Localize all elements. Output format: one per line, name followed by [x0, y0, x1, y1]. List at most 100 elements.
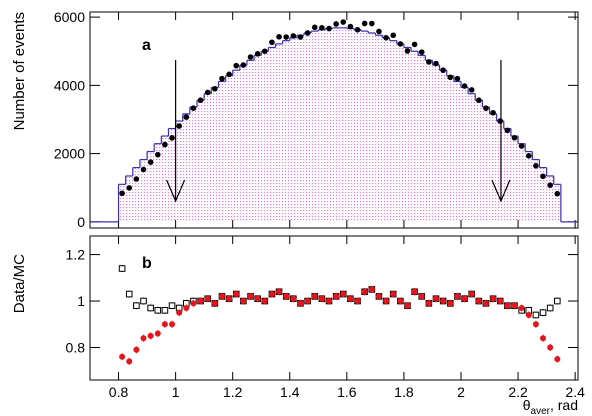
- data-point: [140, 166, 147, 173]
- data-point: [354, 26, 361, 33]
- x-tick-label: 1.8: [394, 384, 414, 400]
- ratio-point: [404, 302, 411, 309]
- data-point: [518, 143, 525, 149]
- ratio-point: [425, 300, 432, 307]
- hist-bin: [539, 167, 547, 222]
- panel-label: b: [142, 255, 152, 272]
- panel: 0.8 1 1.2 0.8 1 1.2 1.4 1.6 1.8 2 2.2 2.4 Data/MC b θa…: [11, 235, 585, 416]
- data-point: [226, 71, 232, 78]
- ratio-point: [554, 356, 561, 363]
- hist-bin: [304, 32, 312, 222]
- hist-bin: [268, 47, 276, 222]
- data-point: [554, 190, 561, 197]
- hist-bin: [132, 167, 140, 222]
- data-point: [468, 87, 475, 93]
- ratio-point: [133, 346, 140, 353]
- ratio-point: [354, 298, 361, 305]
- hist-bin: [489, 113, 497, 222]
- data-point: [269, 39, 275, 46]
- ratio-point: [240, 298, 247, 305]
- ratio-point: [475, 298, 482, 305]
- hist-bin: [175, 121, 183, 222]
- ratio-point: [211, 300, 218, 307]
- ratio-point: [454, 293, 461, 300]
- hist-bin: [211, 87, 219, 222]
- hist-bin: [168, 128, 176, 222]
- data-point: [347, 23, 354, 30]
- hist-bin: [296, 35, 305, 222]
- hist-bin: [453, 81, 461, 222]
- data-point: [261, 48, 268, 55]
- hist-bin: [525, 151, 533, 222]
- x-tick-label: 2.2: [508, 384, 528, 400]
- ratio-point: [525, 311, 532, 318]
- data-point: [204, 89, 211, 96]
- y-tick-label: 2000: [54, 146, 85, 162]
- hist-bin: [418, 55, 426, 222]
- data-point: [376, 28, 382, 35]
- ratio-point: [539, 309, 547, 316]
- ratio-point: [540, 335, 547, 342]
- hist-bin: [432, 65, 440, 222]
- x-tick-label: 2: [457, 384, 465, 400]
- x-axis-title: θaver, rad: [523, 397, 578, 416]
- ratio-point: [518, 305, 525, 311]
- y-tick-label: 0: [77, 214, 85, 230]
- ratio-point: [340, 291, 347, 298]
- x-axis-title-sub: aver: [531, 406, 551, 416]
- hist-bin: [396, 43, 404, 222]
- hist-bin: [125, 175, 133, 222]
- ratio-point: [532, 311, 540, 319]
- data-point: [254, 51, 261, 57]
- ratio-point: [119, 353, 126, 360]
- ratio-point: [482, 300, 489, 307]
- data-point: [212, 85, 218, 92]
- ratio-point: [311, 293, 318, 300]
- ratio-point: [497, 298, 504, 305]
- hist-bin: [496, 121, 504, 222]
- data-point: [126, 185, 133, 191]
- data-point: [283, 34, 289, 40]
- data-point: [461, 83, 468, 89]
- data-point: [183, 114, 190, 120]
- data-point: [490, 109, 496, 116]
- ratio-point: [418, 293, 425, 300]
- data-point: [276, 33, 282, 40]
- data-point: [411, 41, 418, 48]
- ratio-point: [347, 295, 354, 302]
- x-tick-label: 1.6: [337, 384, 357, 400]
- y-axis-title: Data/MC: [11, 254, 28, 313]
- ratio-point: [168, 302, 176, 309]
- data-point: [383, 34, 389, 41]
- hist-bin: [147, 151, 155, 222]
- ratio-point: [511, 302, 518, 309]
- data-point: [447, 74, 454, 81]
- data-point: [547, 182, 553, 188]
- x-tick-label: 2.4: [565, 384, 585, 400]
- ratio-point: [118, 265, 126, 272]
- data-point: [169, 135, 175, 141]
- ratio-point: [161, 321, 168, 328]
- ratio-point: [169, 321, 176, 328]
- hist-bin: [446, 75, 454, 222]
- hist-bin: [218, 81, 226, 222]
- ratio-point: [440, 298, 447, 305]
- ratio-point: [290, 295, 297, 302]
- ratio-point: [397, 298, 404, 305]
- x-tick-label: 1.2: [223, 384, 243, 400]
- data-point: [426, 59, 432, 65]
- ratio-point: [546, 304, 554, 312]
- cut-arrow-head: [491, 179, 511, 203]
- ratio-point: [304, 298, 311, 305]
- ratio-point: [411, 288, 418, 295]
- ratio-point: [233, 291, 240, 298]
- hist-bin: [532, 159, 540, 222]
- hist-bin: [325, 28, 333, 222]
- ratio-point: [447, 300, 454, 307]
- data-point: [133, 176, 140, 182]
- cut-arrow-head: [166, 179, 186, 203]
- data-point: [176, 123, 182, 129]
- data-point: [397, 41, 404, 47]
- ratio-point: [261, 298, 268, 305]
